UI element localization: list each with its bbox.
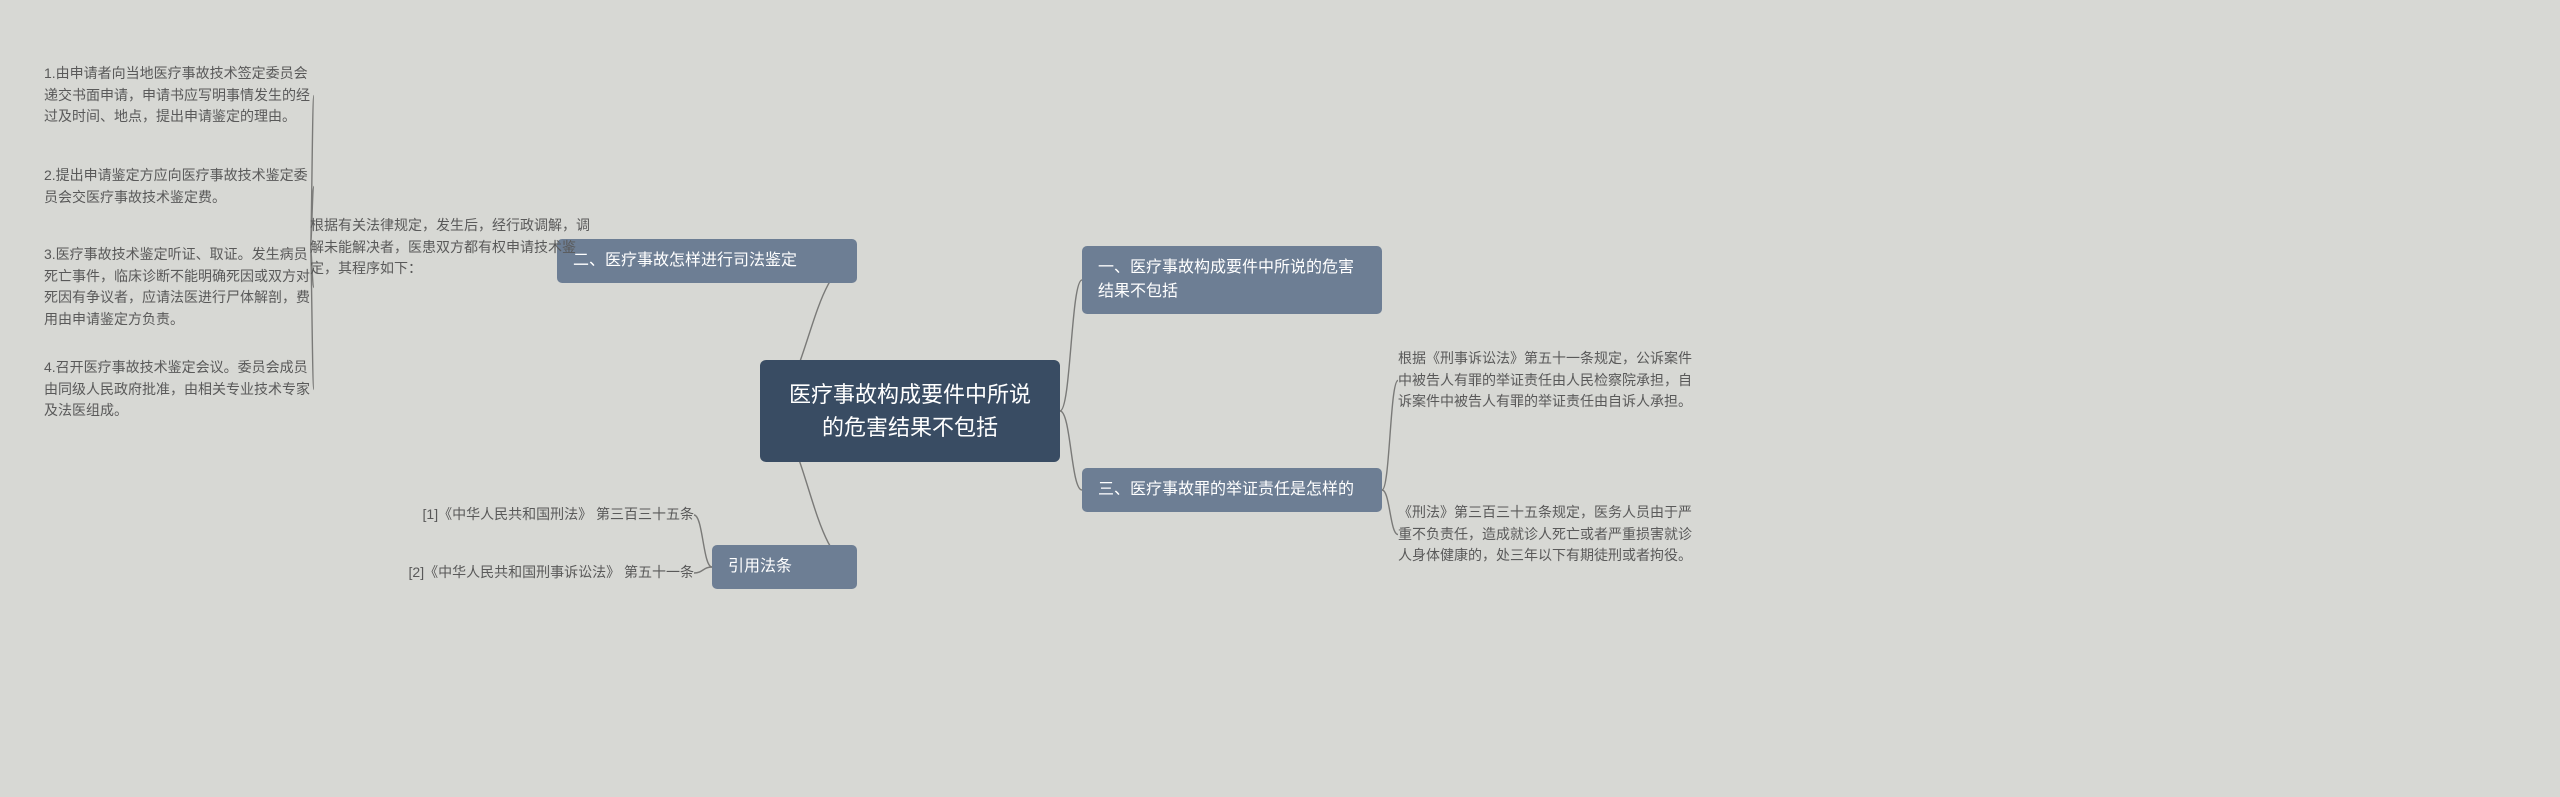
leaf-node: 根据《刑事诉讼法》第五十一条规定，公诉案件中被告人有罪的举证责任由人民检察院承担…: [1398, 348, 1693, 413]
leaf-node: 《刑法》第三百三十五条规定，医务人员由于严重不负责任，造成就诊人死亡或者严重损害…: [1398, 502, 1693, 567]
connectors: [0, 0, 2560, 797]
root-node: 医疗事故构成要件中所说的危害结果不包括: [760, 360, 1060, 462]
leaf-node: [1]《中华人民共和国刑法》 第三百三十五条: [400, 504, 694, 526]
leaf-node: 1.由申请者向当地医疗事故技术签定委员会递交书面申请，申请书应写明事情发生的经过…: [44, 63, 314, 128]
branch-node: 引用法条: [712, 545, 857, 589]
branch-node: 一、医疗事故构成要件中所说的危害结果不包括: [1082, 246, 1382, 314]
leaf-node: 4.召开医疗事故技术鉴定会议。委员会成员由同级人民政府批准，由相关专业技术专家及…: [44, 357, 314, 422]
leaf-node: 3.医疗事故技术鉴定听证、取证。发生病员死亡事件，临床诊断不能明确死因或双方对死…: [44, 244, 314, 331]
leaf-node: [2]《中华人民共和国刑事诉讼法》 第五十一条: [400, 562, 694, 584]
leaf-node: 根据有关法律规定，发生后，经行政调解，调解未能解决者，医患双方都有权申请技术鉴定…: [310, 215, 602, 280]
leaf-node: 2.提出申请鉴定方应向医疗事故技术鉴定委员会交医疗事故技术鉴定费。: [44, 165, 314, 208]
branch-node: 三、医疗事故罪的举证责任是怎样的: [1082, 468, 1382, 512]
branch-node: 二、医疗事故怎样进行司法鉴定: [557, 239, 857, 283]
